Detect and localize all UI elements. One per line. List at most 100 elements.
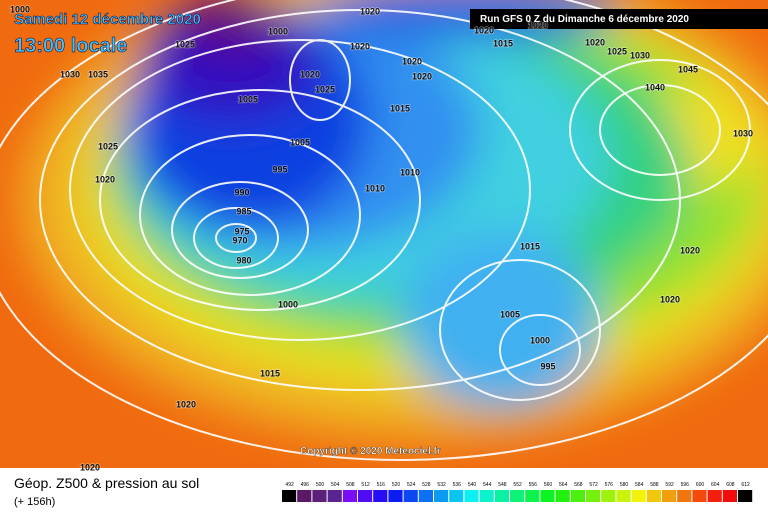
isobar-label: 1000 (10, 4, 30, 14)
legend-swatch (403, 490, 418, 502)
legend-swatch (738, 490, 753, 502)
legend-swatch (677, 490, 692, 502)
isobar-label: 1020 (95, 174, 115, 184)
isobar-label: 1025 (98, 141, 118, 151)
isobar-label: 1040 (645, 82, 665, 92)
legend-swatch (722, 490, 737, 502)
isobar-label: 1025 (607, 46, 627, 56)
legend-swatch (662, 490, 677, 502)
legend-label: 580 (620, 482, 629, 488)
legend-label: 536 (453, 482, 462, 488)
run-box (470, 9, 768, 29)
isobar-label: 1015 (520, 241, 540, 251)
isobar-label: 1025 (175, 39, 195, 49)
isobar-label: 985 (236, 206, 251, 216)
legend-label: 568 (574, 482, 583, 488)
date: Samedi 12 décembre 2020 (14, 11, 201, 28)
isobar-label: 1005 (500, 309, 520, 319)
footer-title: Géop. Z500 & pression au sol (14, 475, 199, 491)
isobar-label: 1030 (733, 128, 753, 138)
run: Run GFS 0 Z du Dimanche 6 décembre 2020 (480, 14, 689, 25)
legend-label: 520 (392, 482, 401, 488)
isobar-label: 1020 (176, 399, 196, 409)
legend-swatch (646, 490, 661, 502)
legend-swatch (555, 490, 570, 502)
legend-swatch (282, 490, 297, 502)
legend-label: 552 (513, 482, 522, 488)
isobar-label: 1010 (400, 167, 420, 177)
legend-label: 584 (635, 482, 644, 488)
isobar-label: 1020 (300, 69, 320, 79)
isobar-label: 1005 (290, 137, 310, 147)
legend-swatch (327, 490, 342, 502)
legend-swatch (631, 490, 646, 502)
legend-label: 576 (605, 482, 614, 488)
legend-swatch (297, 490, 312, 502)
legend-label: 512 (361, 482, 370, 488)
legend-swatch (540, 490, 555, 502)
isobar-label: 1015 (260, 368, 280, 378)
legend-swatch (570, 490, 585, 502)
legend-swatch (312, 490, 327, 502)
legend-label: 588 (650, 482, 659, 488)
isobar-label: 1030 (630, 50, 650, 60)
legend-swatch (358, 490, 373, 502)
legend-label: 524 (407, 482, 416, 488)
legend-label: 528 (422, 482, 431, 488)
legend-label: 544 (483, 482, 492, 488)
map-field (0, 0, 768, 468)
legend-label: 600 (696, 482, 705, 488)
legend-label: 516 (377, 482, 386, 488)
isobar-label: 1025 (315, 84, 335, 94)
isobar-label: 980 (236, 255, 251, 265)
legend-swatch (601, 490, 616, 502)
legend-swatch (707, 490, 722, 502)
legend-label: 560 (544, 482, 553, 488)
legend-label: 612 (741, 482, 750, 488)
isobar-label: 1005 (238, 94, 258, 104)
isobar-label: 995 (272, 164, 287, 174)
legend-swatch (616, 490, 631, 502)
legend-label: 608 (726, 482, 735, 488)
isobar-label: 1020 (350, 41, 370, 51)
isobar-label: 1000 (278, 299, 298, 309)
legend-label: 596 (681, 482, 690, 488)
legend-label: 556 (529, 482, 538, 488)
legend-label: 496 (301, 482, 310, 488)
legend-swatch (510, 490, 525, 502)
legend-label: 504 (331, 482, 340, 488)
isobar-label: 1020 (402, 56, 422, 66)
isobar-label: 1010 (365, 183, 385, 193)
legend-label: 564 (559, 482, 568, 488)
isobar-label: 1035 (88, 69, 108, 79)
legend-label: 572 (589, 482, 598, 488)
legend-swatch (586, 490, 601, 502)
isobar-label: 1020 (412, 71, 432, 81)
legend-label: 604 (711, 482, 720, 488)
legend-swatch (449, 490, 464, 502)
isobar-label: 1020 (680, 245, 700, 255)
isobar-label: 1020 (474, 25, 494, 35)
time: 13:00 locale (14, 35, 127, 57)
isobar-label: 1020 (80, 462, 100, 472)
legend-label: 592 (665, 482, 674, 488)
legend-label: 548 (498, 482, 507, 488)
legend-swatch (464, 490, 479, 502)
legend-label: 500 (316, 482, 325, 488)
isobar-label: 970 (232, 235, 247, 245)
isobar-label: 1020 (360, 6, 380, 16)
copyright: Copyright © 2020 Meteociel.fr (300, 446, 441, 457)
isobar-label: 990 (234, 187, 249, 197)
legend-swatch (479, 490, 494, 502)
legend-swatch (418, 490, 433, 502)
isobar-label: 1000 (530, 335, 550, 345)
isobar-label: 1015 (390, 103, 410, 113)
isobar-label: 1030 (60, 69, 80, 79)
isobar-label: 1020 (585, 37, 605, 47)
isobar-label: 1015 (493, 38, 513, 48)
isobar-label: 1045 (678, 64, 698, 74)
legend-swatch (525, 490, 540, 502)
legend-swatch (342, 490, 357, 502)
legend-swatch (388, 490, 403, 502)
